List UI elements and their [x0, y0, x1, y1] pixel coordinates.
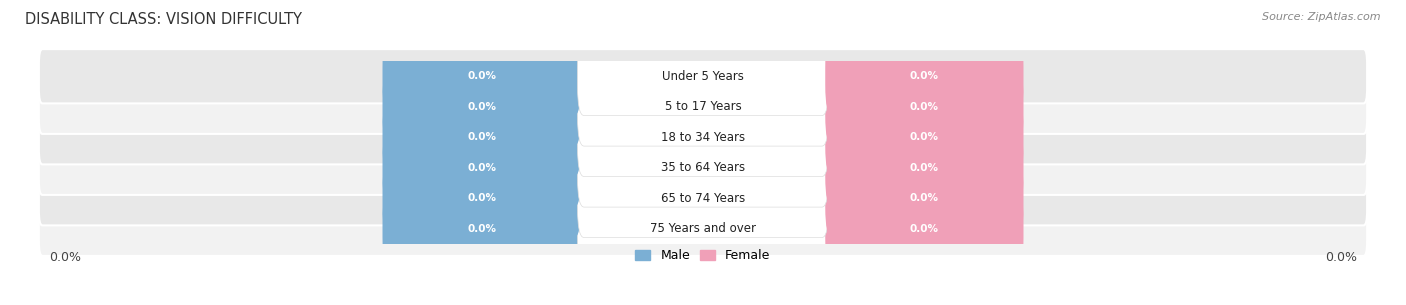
Legend: Male, Female: Male, Female: [630, 244, 776, 267]
FancyBboxPatch shape: [825, 128, 1024, 207]
FancyBboxPatch shape: [578, 128, 828, 207]
Text: 0.0%: 0.0%: [910, 132, 939, 142]
FancyBboxPatch shape: [825, 67, 1024, 146]
Text: 0.0%: 0.0%: [49, 251, 80, 264]
Text: 65 to 74 Years: 65 to 74 Years: [661, 192, 745, 205]
FancyBboxPatch shape: [825, 159, 1024, 238]
FancyBboxPatch shape: [39, 171, 1367, 225]
FancyBboxPatch shape: [578, 67, 828, 146]
FancyBboxPatch shape: [825, 37, 1024, 116]
FancyBboxPatch shape: [825, 98, 1024, 177]
FancyBboxPatch shape: [382, 98, 581, 177]
Text: 0.0%: 0.0%: [910, 163, 939, 173]
FancyBboxPatch shape: [39, 202, 1367, 256]
Text: DISABILITY CLASS: VISION DIFFICULTY: DISABILITY CLASS: VISION DIFFICULTY: [25, 12, 302, 27]
FancyBboxPatch shape: [382, 67, 581, 146]
Text: 0.0%: 0.0%: [910, 71, 939, 81]
FancyBboxPatch shape: [382, 159, 581, 238]
Text: 0.0%: 0.0%: [910, 224, 939, 234]
FancyBboxPatch shape: [39, 49, 1367, 103]
Text: 35 to 64 Years: 35 to 64 Years: [661, 161, 745, 174]
Text: 0.0%: 0.0%: [467, 163, 496, 173]
Text: 18 to 34 Years: 18 to 34 Years: [661, 131, 745, 144]
Text: 0.0%: 0.0%: [467, 132, 496, 142]
FancyBboxPatch shape: [382, 189, 581, 268]
Text: 0.0%: 0.0%: [467, 224, 496, 234]
FancyBboxPatch shape: [39, 141, 1367, 195]
FancyBboxPatch shape: [382, 37, 581, 116]
FancyBboxPatch shape: [825, 189, 1024, 268]
FancyBboxPatch shape: [578, 98, 828, 177]
FancyBboxPatch shape: [578, 37, 828, 116]
FancyBboxPatch shape: [578, 159, 828, 238]
FancyBboxPatch shape: [578, 189, 828, 268]
Text: 0.0%: 0.0%: [467, 193, 496, 203]
FancyBboxPatch shape: [39, 110, 1367, 164]
Text: Source: ZipAtlas.com: Source: ZipAtlas.com: [1263, 12, 1381, 22]
FancyBboxPatch shape: [39, 80, 1367, 134]
Text: 0.0%: 0.0%: [910, 193, 939, 203]
Text: 0.0%: 0.0%: [467, 71, 496, 81]
Text: 0.0%: 0.0%: [1326, 251, 1357, 264]
Text: 75 Years and over: 75 Years and over: [650, 222, 756, 235]
Text: Under 5 Years: Under 5 Years: [662, 70, 744, 83]
Text: 0.0%: 0.0%: [910, 102, 939, 112]
FancyBboxPatch shape: [382, 128, 581, 207]
Text: 5 to 17 Years: 5 to 17 Years: [665, 100, 741, 113]
Text: 0.0%: 0.0%: [467, 102, 496, 112]
